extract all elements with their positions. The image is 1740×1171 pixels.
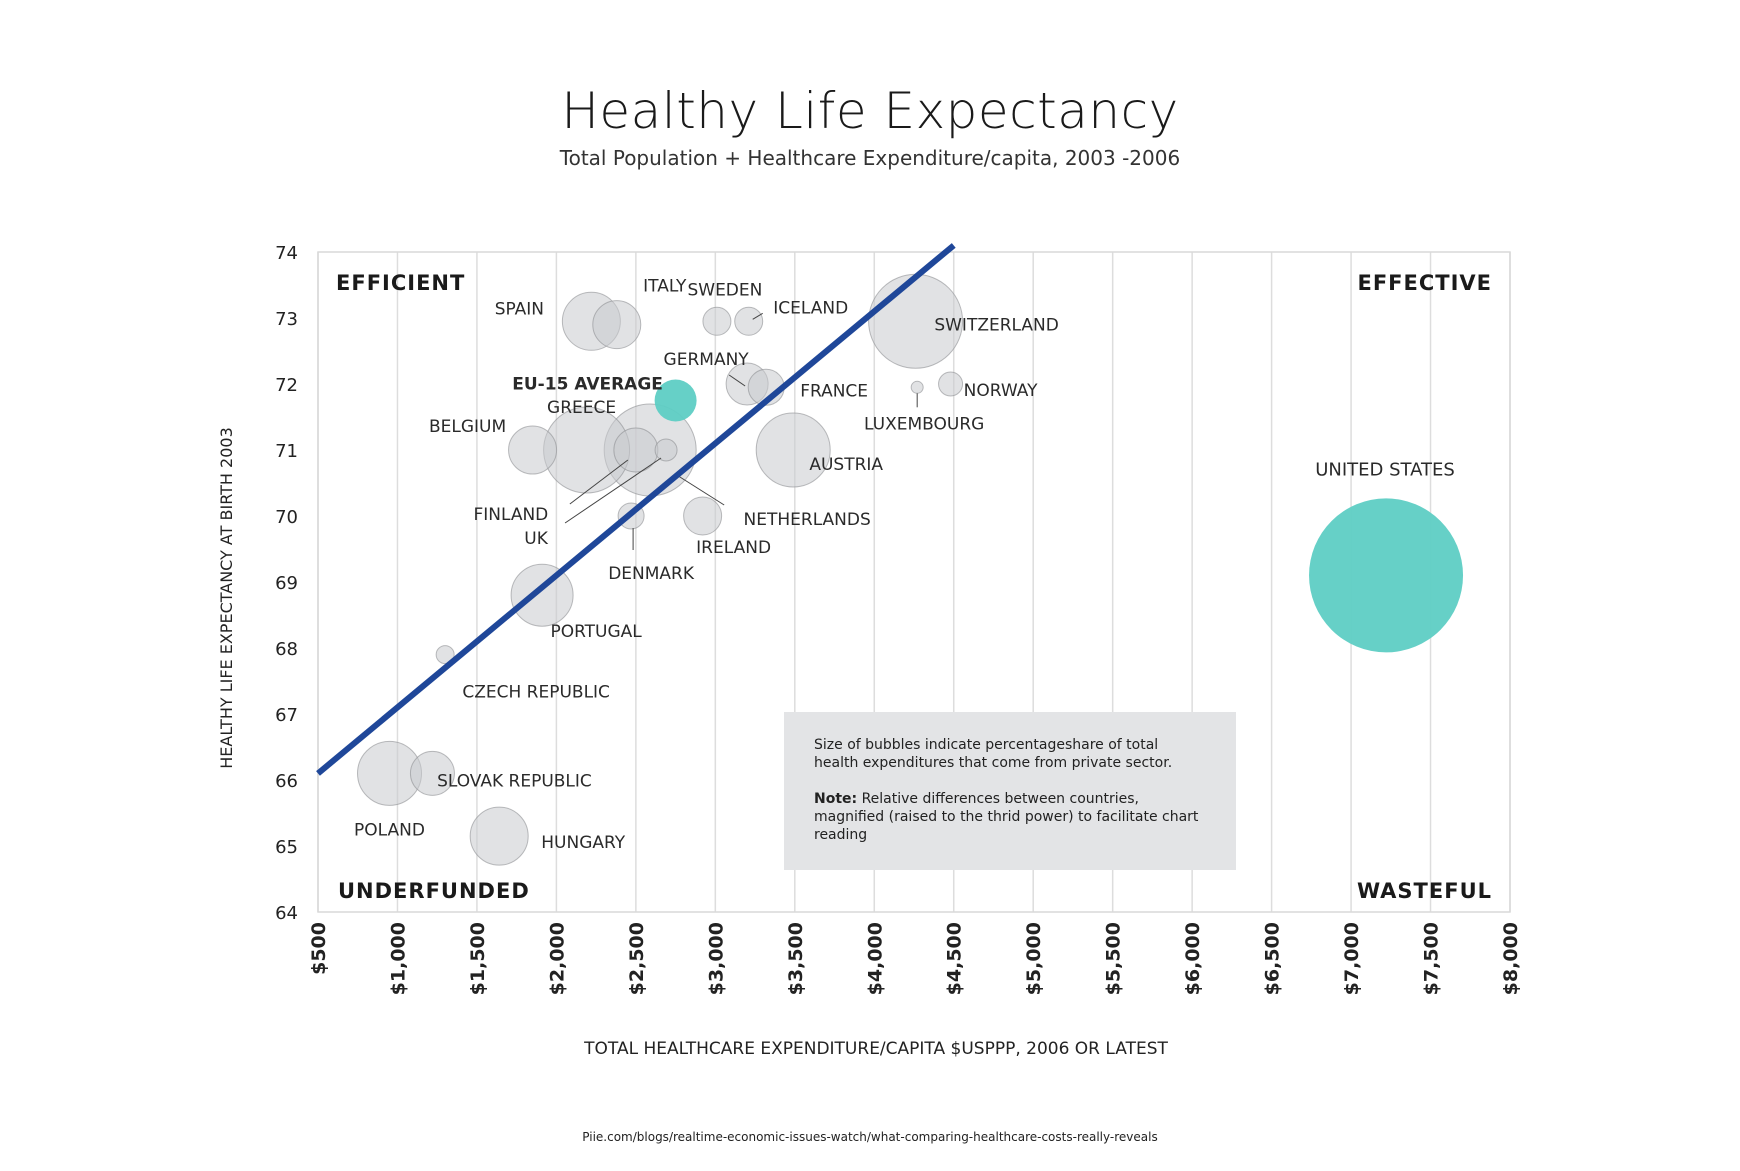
bubble-label: AUSTRIA <box>809 455 883 475</box>
quadrant-labels: EFFICIENT EFFECTIVE UNDERFUNDED WASTEFUL <box>336 271 1492 903</box>
y-tick-label: 66 <box>275 771 298 792</box>
leader-line <box>564 457 662 524</box>
bubble-label: NORWAY <box>964 381 1038 401</box>
bubble <box>510 563 574 627</box>
bubble-label: CZECH REPUBLIC <box>462 683 610 703</box>
x-tick-label: $2,000 <box>546 922 568 995</box>
bubble <box>1309 498 1464 653</box>
bubble-label: POLAND <box>354 820 425 840</box>
bubble-label: LUXEMBOURG <box>864 414 984 434</box>
x-tick-label: $6,500 <box>1262 922 1284 995</box>
bubble-label: SWEDEN <box>687 280 762 300</box>
leader-line <box>674 473 725 506</box>
bubble <box>734 306 764 336</box>
bubble-label: DENMARK <box>608 564 695 584</box>
y-tick-label: 71 <box>275 441 298 462</box>
note-text-magnified: Note: Relative differences between count… <box>814 790 1206 844</box>
chart-title: Healthy Life Expectancy <box>561 82 1179 140</box>
note-text-size: Size of bubbles indicate percentageshare… <box>814 737 1173 771</box>
note-label: Note: <box>814 791 858 807</box>
bubble-label: ICELAND <box>773 298 848 318</box>
x-axis-label: TOTAL HEALTHCARE EXPENDITURE/CAPITA $USP… <box>583 1039 1168 1059</box>
trend-line <box>316 243 956 776</box>
note-box: Size of bubbles indicate percentageshare… <box>784 712 1236 870</box>
bubble <box>469 806 529 866</box>
bubble-label: ITALY <box>643 277 687 297</box>
y-tick-labels: 64 65 66 67 68 69 70 71 72 73 74 <box>275 243 298 924</box>
bubble-label: SWITZERLAND <box>934 315 1059 335</box>
leader-lines <box>564 312 918 550</box>
bubble-label: FINLAND <box>473 505 548 525</box>
bubble-label: SPAIN <box>495 299 544 319</box>
bubble <box>938 371 964 397</box>
x-tick-label: $5,000 <box>1023 922 1045 995</box>
x-tick-label: $500 <box>308 922 330 975</box>
x-tick-label: $7,000 <box>1341 922 1363 995</box>
bubble-label: HUNGARY <box>541 833 625 853</box>
x-tick-label: $5,500 <box>1103 922 1125 995</box>
bubble-label: NETHERLANDS <box>744 510 871 530</box>
bubble <box>654 438 678 462</box>
bubble-label: UK <box>524 529 548 549</box>
x-tick-label: $4,500 <box>944 922 966 995</box>
bubble <box>409 750 455 796</box>
y-tick-label: 67 <box>275 705 298 726</box>
x-tick-label: $3,500 <box>785 922 807 995</box>
bubble-label: UNITED STATES <box>1315 459 1455 480</box>
y-tick-label: 65 <box>275 837 298 858</box>
bubble-label: IRELAND <box>696 538 771 558</box>
y-tick-label: 72 <box>275 375 298 396</box>
quadrant-label: UNDERFUNDED <box>338 879 530 903</box>
bubble-label: GREECE <box>547 398 616 418</box>
x-tick-label: $4,000 <box>864 922 886 995</box>
bubble <box>654 379 697 422</box>
x-tick-label: $3,000 <box>705 922 727 995</box>
x-tick-label: $6,000 <box>1182 922 1204 995</box>
bubble-label: SLOVAK REPUBLIC <box>437 771 592 791</box>
quadrant-label: WASTEFUL <box>1357 879 1492 903</box>
y-axis-label: HEALTHY LIFE EXPECTANCY AT BIRTH 2003 <box>217 427 236 769</box>
bubble <box>755 412 831 488</box>
bubbles <box>357 273 1464 866</box>
bubble <box>435 645 455 665</box>
y-tick-label: 68 <box>275 639 298 660</box>
y-tick-label: 69 <box>275 573 298 594</box>
bubble-labels: SPAIN ITALY SWEDEN ICELAND SWITZERLAND GERMAN… <box>354 277 1455 853</box>
bubble-label: EU-15 AVERAGE <box>512 375 663 395</box>
y-tick-label: 64 <box>275 903 298 924</box>
x-tick-label: $2,500 <box>626 922 648 995</box>
x-tick-labels: $500 $1,000 $1,500 $2,000 $2,500 $3,000 $3,500… <box>308 922 1522 995</box>
x-tick-label: $7,500 <box>1421 922 1443 995</box>
leader-line <box>728 374 746 387</box>
plot-frame <box>317 251 1511 913</box>
y-tick-label: 70 <box>275 507 298 528</box>
note-body: Relative differences between countries, … <box>814 791 1199 843</box>
y-tick-label: 74 <box>275 243 298 264</box>
x-tick-label: $1,500 <box>467 922 489 995</box>
bubble <box>508 425 558 475</box>
bubble-label: BELGIUM <box>429 417 506 437</box>
x-tick-label: $1,000 <box>387 922 409 995</box>
leader-line <box>752 312 763 320</box>
bubble-label: GERMANY <box>664 350 750 370</box>
chart-subtitle: Total Population + Healthcare Expenditur… <box>559 146 1181 170</box>
leader-line <box>569 459 629 505</box>
bubble <box>592 300 642 350</box>
y-tick-label: 73 <box>275 309 298 330</box>
bubble <box>702 306 732 336</box>
bubble-label: FRANCE <box>800 381 868 401</box>
source-citation: Piie.com/blogs/realtime-economic-issues-… <box>582 1130 1158 1144</box>
quadrant-label: EFFECTIVE <box>1357 271 1492 295</box>
bubble <box>683 496 723 536</box>
quadrant-label: EFFICIENT <box>336 271 465 295</box>
bubble-label: PORTUGAL <box>550 622 642 642</box>
bubble <box>910 380 924 394</box>
x-tick-label: $8,000 <box>1500 922 1522 995</box>
